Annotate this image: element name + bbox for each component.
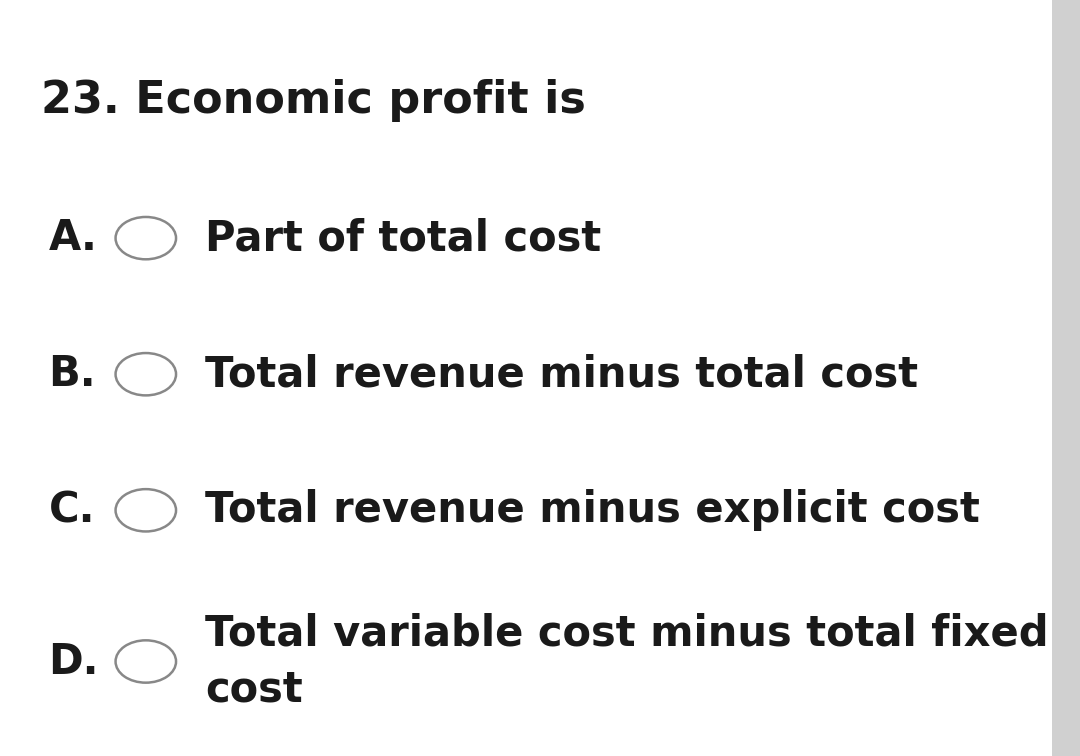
Text: A.: A. — [49, 217, 97, 259]
Text: B.: B. — [49, 353, 96, 395]
Circle shape — [116, 217, 176, 259]
Text: Total revenue minus explicit cost: Total revenue minus explicit cost — [205, 489, 980, 531]
Text: Total revenue minus total cost: Total revenue minus total cost — [205, 353, 918, 395]
Circle shape — [116, 353, 176, 395]
Text: Part of total cost: Part of total cost — [205, 217, 602, 259]
Text: 23. Economic profit is: 23. Economic profit is — [41, 79, 586, 122]
Text: D.: D. — [49, 640, 99, 683]
Text: C.: C. — [49, 489, 95, 531]
Bar — [1052, 0, 1080, 756]
Text: Total variable cost minus total fixed
cost: Total variable cost minus total fixed co… — [205, 613, 1049, 710]
Circle shape — [116, 640, 176, 683]
Circle shape — [116, 489, 176, 531]
